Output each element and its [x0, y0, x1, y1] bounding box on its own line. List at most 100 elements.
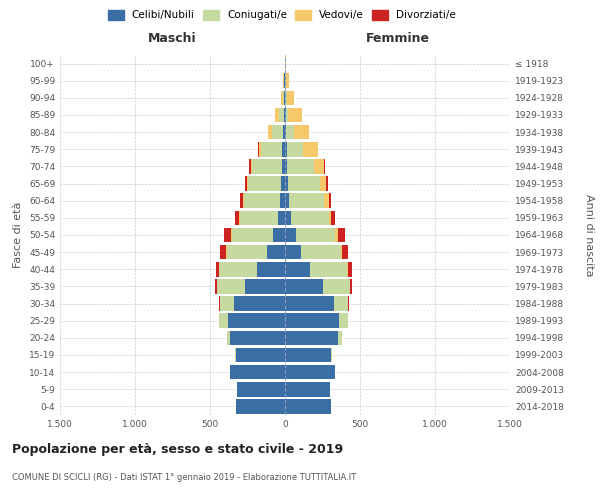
Bar: [285, 330, 338, 345]
Bar: [248, 176, 281, 191]
Bar: [275, 108, 280, 122]
Bar: [335, 228, 337, 242]
Bar: [325, 194, 329, 208]
Bar: [240, 210, 278, 225]
Bar: [224, 228, 231, 242]
Bar: [329, 210, 331, 225]
Bar: [314, 159, 324, 174]
Bar: [234, 296, 285, 311]
Text: COMUNE DI SCICLI (RG) - Dati ISTAT 1° gennaio 2019 - Elaborazione TUTTITALIA.IT: COMUNE DI SCICLI (RG) - Dati ISTAT 1° ge…: [12, 472, 356, 482]
Bar: [262, 142, 283, 156]
Bar: [245, 279, 285, 293]
Bar: [249, 159, 251, 174]
Bar: [304, 142, 317, 156]
Bar: [339, 314, 348, 328]
Text: Femmine: Femmine: [365, 32, 430, 44]
Bar: [324, 159, 325, 174]
Bar: [273, 228, 285, 242]
Bar: [320, 176, 326, 191]
Bar: [285, 108, 286, 122]
Bar: [286, 125, 295, 140]
Bar: [235, 348, 285, 362]
Bar: [284, 74, 285, 88]
Bar: [268, 125, 272, 140]
Bar: [286, 74, 289, 88]
Bar: [245, 176, 247, 191]
Legend: Celibi/Nubili, Coniugati/e, Vedovi/e, Divorziati/e: Celibi/Nubili, Coniugati/e, Vedovi/e, Di…: [108, 10, 456, 20]
Bar: [342, 245, 348, 260]
Text: Popolazione per età, sesso e stato civile - 2019: Popolazione per età, sesso e stato civil…: [12, 442, 343, 456]
Bar: [227, 330, 229, 345]
Bar: [235, 399, 285, 413]
Bar: [280, 108, 284, 122]
Bar: [285, 142, 287, 156]
Bar: [288, 176, 320, 191]
Bar: [287, 142, 304, 156]
Bar: [287, 159, 314, 174]
Bar: [232, 228, 273, 242]
Bar: [253, 159, 282, 174]
Bar: [237, 382, 285, 396]
Bar: [215, 279, 217, 293]
Bar: [348, 262, 352, 276]
Bar: [220, 245, 226, 260]
Bar: [295, 125, 310, 140]
Bar: [235, 210, 239, 225]
Bar: [350, 279, 352, 293]
Bar: [285, 125, 286, 140]
Bar: [243, 194, 244, 208]
Bar: [347, 262, 348, 276]
Bar: [284, 90, 285, 105]
Bar: [229, 365, 285, 380]
Bar: [281, 176, 285, 191]
Bar: [281, 90, 283, 105]
Text: Maschi: Maschi: [148, 32, 197, 44]
Bar: [219, 314, 228, 328]
Bar: [257, 262, 285, 276]
Bar: [283, 142, 285, 156]
Bar: [317, 142, 319, 156]
Bar: [278, 210, 285, 225]
Bar: [259, 142, 262, 156]
Bar: [267, 245, 285, 260]
Bar: [285, 245, 301, 260]
Bar: [337, 228, 344, 242]
Bar: [283, 74, 284, 88]
Bar: [289, 194, 325, 208]
Bar: [286, 90, 287, 105]
Y-axis label: Fasce di età: Fasce di età: [13, 202, 23, 268]
Bar: [226, 245, 227, 260]
Bar: [244, 194, 280, 208]
Bar: [285, 176, 288, 191]
Bar: [216, 262, 219, 276]
Bar: [272, 125, 283, 140]
Bar: [219, 296, 220, 311]
Bar: [296, 228, 335, 242]
Bar: [285, 279, 323, 293]
Bar: [283, 90, 284, 105]
Bar: [239, 210, 240, 225]
Bar: [287, 90, 295, 105]
Bar: [285, 314, 339, 328]
Bar: [338, 330, 342, 345]
Bar: [348, 296, 349, 311]
Bar: [291, 210, 329, 225]
Bar: [240, 194, 243, 208]
Bar: [326, 176, 328, 191]
Bar: [334, 296, 348, 311]
Y-axis label: Anni di nascita: Anni di nascita: [584, 194, 593, 276]
Bar: [219, 262, 257, 276]
Bar: [329, 194, 331, 208]
Bar: [285, 365, 335, 380]
Bar: [247, 176, 248, 191]
Bar: [282, 159, 285, 174]
Bar: [301, 245, 341, 260]
Bar: [231, 228, 232, 242]
Bar: [341, 245, 342, 260]
Bar: [331, 210, 335, 225]
Bar: [285, 348, 331, 362]
Bar: [285, 210, 291, 225]
Bar: [285, 159, 287, 174]
Bar: [220, 296, 234, 311]
Bar: [285, 399, 331, 413]
